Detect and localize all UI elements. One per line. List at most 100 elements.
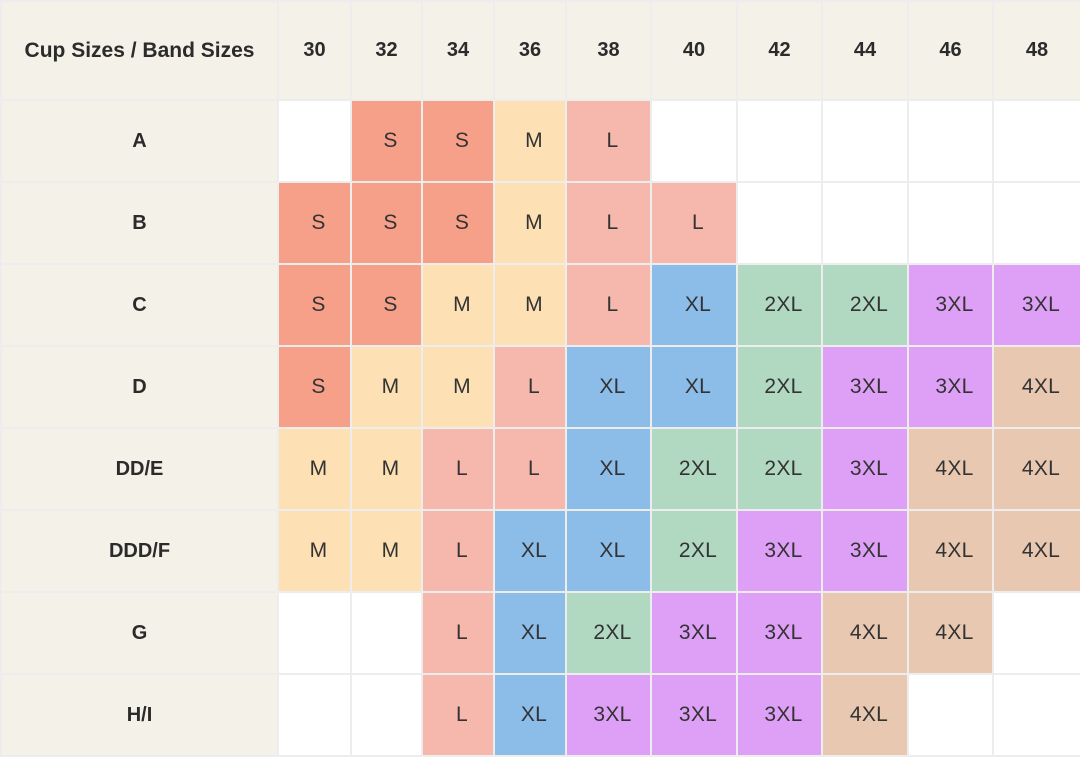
size-cell: M xyxy=(421,263,495,347)
size-cell xyxy=(350,673,423,757)
size-cell: XL xyxy=(650,263,738,347)
size-cell-value: 2XL xyxy=(678,539,718,562)
size-cell: S xyxy=(277,345,352,429)
size-cell-value: M xyxy=(453,293,471,316)
size-cell: 3XL xyxy=(565,673,652,757)
size-cell-value: M xyxy=(381,539,400,562)
cup-size-row: G L XL 2XL 3XL 3XL 4XL 4XL xyxy=(0,591,1080,675)
size-cell: 4XL xyxy=(821,591,909,675)
cup-size-label: D xyxy=(0,345,279,429)
size-cell-value: M xyxy=(309,457,328,480)
size-cell: L xyxy=(421,427,495,511)
size-cell: S xyxy=(350,99,423,183)
size-cell: M xyxy=(493,263,567,347)
size-cell: M xyxy=(350,509,423,593)
size-cell-value: S xyxy=(383,211,398,234)
size-cell-value: 3XL xyxy=(849,375,889,398)
size-cell-value: 2XL xyxy=(593,621,632,644)
size-cell: 4XL xyxy=(821,673,909,757)
size-cell-value: M xyxy=(525,129,543,152)
size-cell: 3XL xyxy=(821,345,909,429)
cup-size-row: DDD/F M M L XL XL 2XL 3XL 3XL 4XL 4XL xyxy=(0,509,1080,593)
size-cell: XL xyxy=(565,509,652,593)
size-cell xyxy=(650,99,738,183)
band-size-header: 46 xyxy=(907,0,994,101)
size-cell: L xyxy=(493,427,567,511)
size-cell: S xyxy=(277,263,352,347)
size-cell-value: 3XL xyxy=(764,703,803,726)
cup-size-label: B xyxy=(0,181,279,265)
size-cell xyxy=(992,591,1080,675)
size-cell: 3XL xyxy=(736,591,823,675)
cup-size-label: H/I xyxy=(0,673,279,757)
size-cell: 2XL xyxy=(650,427,738,511)
band-size-header: 34 xyxy=(421,0,495,101)
size-cell xyxy=(821,99,909,183)
size-cell: 3XL xyxy=(821,427,909,511)
size-cell-value: XL xyxy=(599,457,626,480)
size-cell-value: XL xyxy=(684,375,712,398)
size-cell-value: 3XL xyxy=(935,375,974,398)
cup-size-label: G xyxy=(0,591,279,675)
size-cell: 4XL xyxy=(992,509,1080,593)
size-cell-value: 3XL xyxy=(1021,293,1061,316)
size-cell-value: L xyxy=(528,375,540,398)
size-cell: L xyxy=(493,345,567,429)
size-cell-value: M xyxy=(525,211,543,234)
band-size-header: 48 xyxy=(992,0,1080,101)
size-cell-value: 4XL xyxy=(849,621,889,644)
size-cell xyxy=(736,99,823,183)
size-cell: L xyxy=(565,181,652,265)
size-cell: XL xyxy=(493,673,567,757)
size-cell: S xyxy=(421,99,495,183)
size-cell: L xyxy=(421,509,495,593)
size-cell: S xyxy=(277,181,352,265)
size-cell-value: 4XL xyxy=(1021,375,1061,398)
size-table-body: A S S M L B S S S M L L C S S M M L XL 2XL 2XL 3XL 3XL D S M M L XL X… xyxy=(0,99,1080,757)
size-cell-value: 3XL xyxy=(849,539,889,562)
band-size-header: 38 xyxy=(565,0,652,101)
size-cell: 4XL xyxy=(907,591,994,675)
cup-size-row: C S S M M L XL 2XL 2XL 3XL 3XL xyxy=(0,263,1080,347)
size-cell: M xyxy=(350,345,423,429)
size-cell-value: XL xyxy=(684,293,712,316)
cup-size-label: A xyxy=(0,99,279,183)
size-cell: M xyxy=(493,181,567,265)
size-cell: 4XL xyxy=(992,345,1080,429)
size-cell xyxy=(736,181,823,265)
size-cell-value: 3XL xyxy=(678,703,718,726)
size-cell-value: S xyxy=(383,129,398,152)
size-cell: 3XL xyxy=(907,263,994,347)
size-cell-value: XL xyxy=(520,539,548,562)
size-cell-value: 4XL xyxy=(935,621,974,644)
size-cell-value: M xyxy=(309,539,328,562)
size-cell-value: XL xyxy=(520,621,548,644)
size-cell: 4XL xyxy=(907,509,994,593)
size-cell-value: L xyxy=(456,457,468,480)
size-cell: XL xyxy=(565,427,652,511)
cup-size-label: DD/E xyxy=(0,427,279,511)
cup-size-row: H/I L XL 3XL 3XL 3XL 4XL xyxy=(0,673,1080,757)
band-size-header: 30 xyxy=(277,0,352,101)
size-cell-value: 3XL xyxy=(678,621,718,644)
size-cell-value: S xyxy=(311,211,326,234)
size-cell xyxy=(277,99,352,183)
size-cell-value: L xyxy=(692,211,704,234)
size-cell: 3XL xyxy=(992,263,1080,347)
size-cell: XL xyxy=(565,345,652,429)
size-cell-value: 2XL xyxy=(764,293,803,316)
size-cell: L xyxy=(650,181,738,265)
size-cell-value: 3XL xyxy=(593,703,632,726)
size-cell-value: XL xyxy=(520,703,548,726)
size-cell xyxy=(350,591,423,675)
size-cell-value: XL xyxy=(599,539,626,562)
size-cell: 4XL xyxy=(907,427,994,511)
size-cell xyxy=(277,591,352,675)
size-cell: L xyxy=(421,673,495,757)
size-cell: XL xyxy=(493,591,567,675)
size-cell: 3XL xyxy=(650,591,738,675)
size-cell-value: M xyxy=(381,457,400,480)
size-cell: L xyxy=(565,263,652,347)
size-cell-value: M xyxy=(453,375,471,398)
size-cell: M xyxy=(277,509,352,593)
